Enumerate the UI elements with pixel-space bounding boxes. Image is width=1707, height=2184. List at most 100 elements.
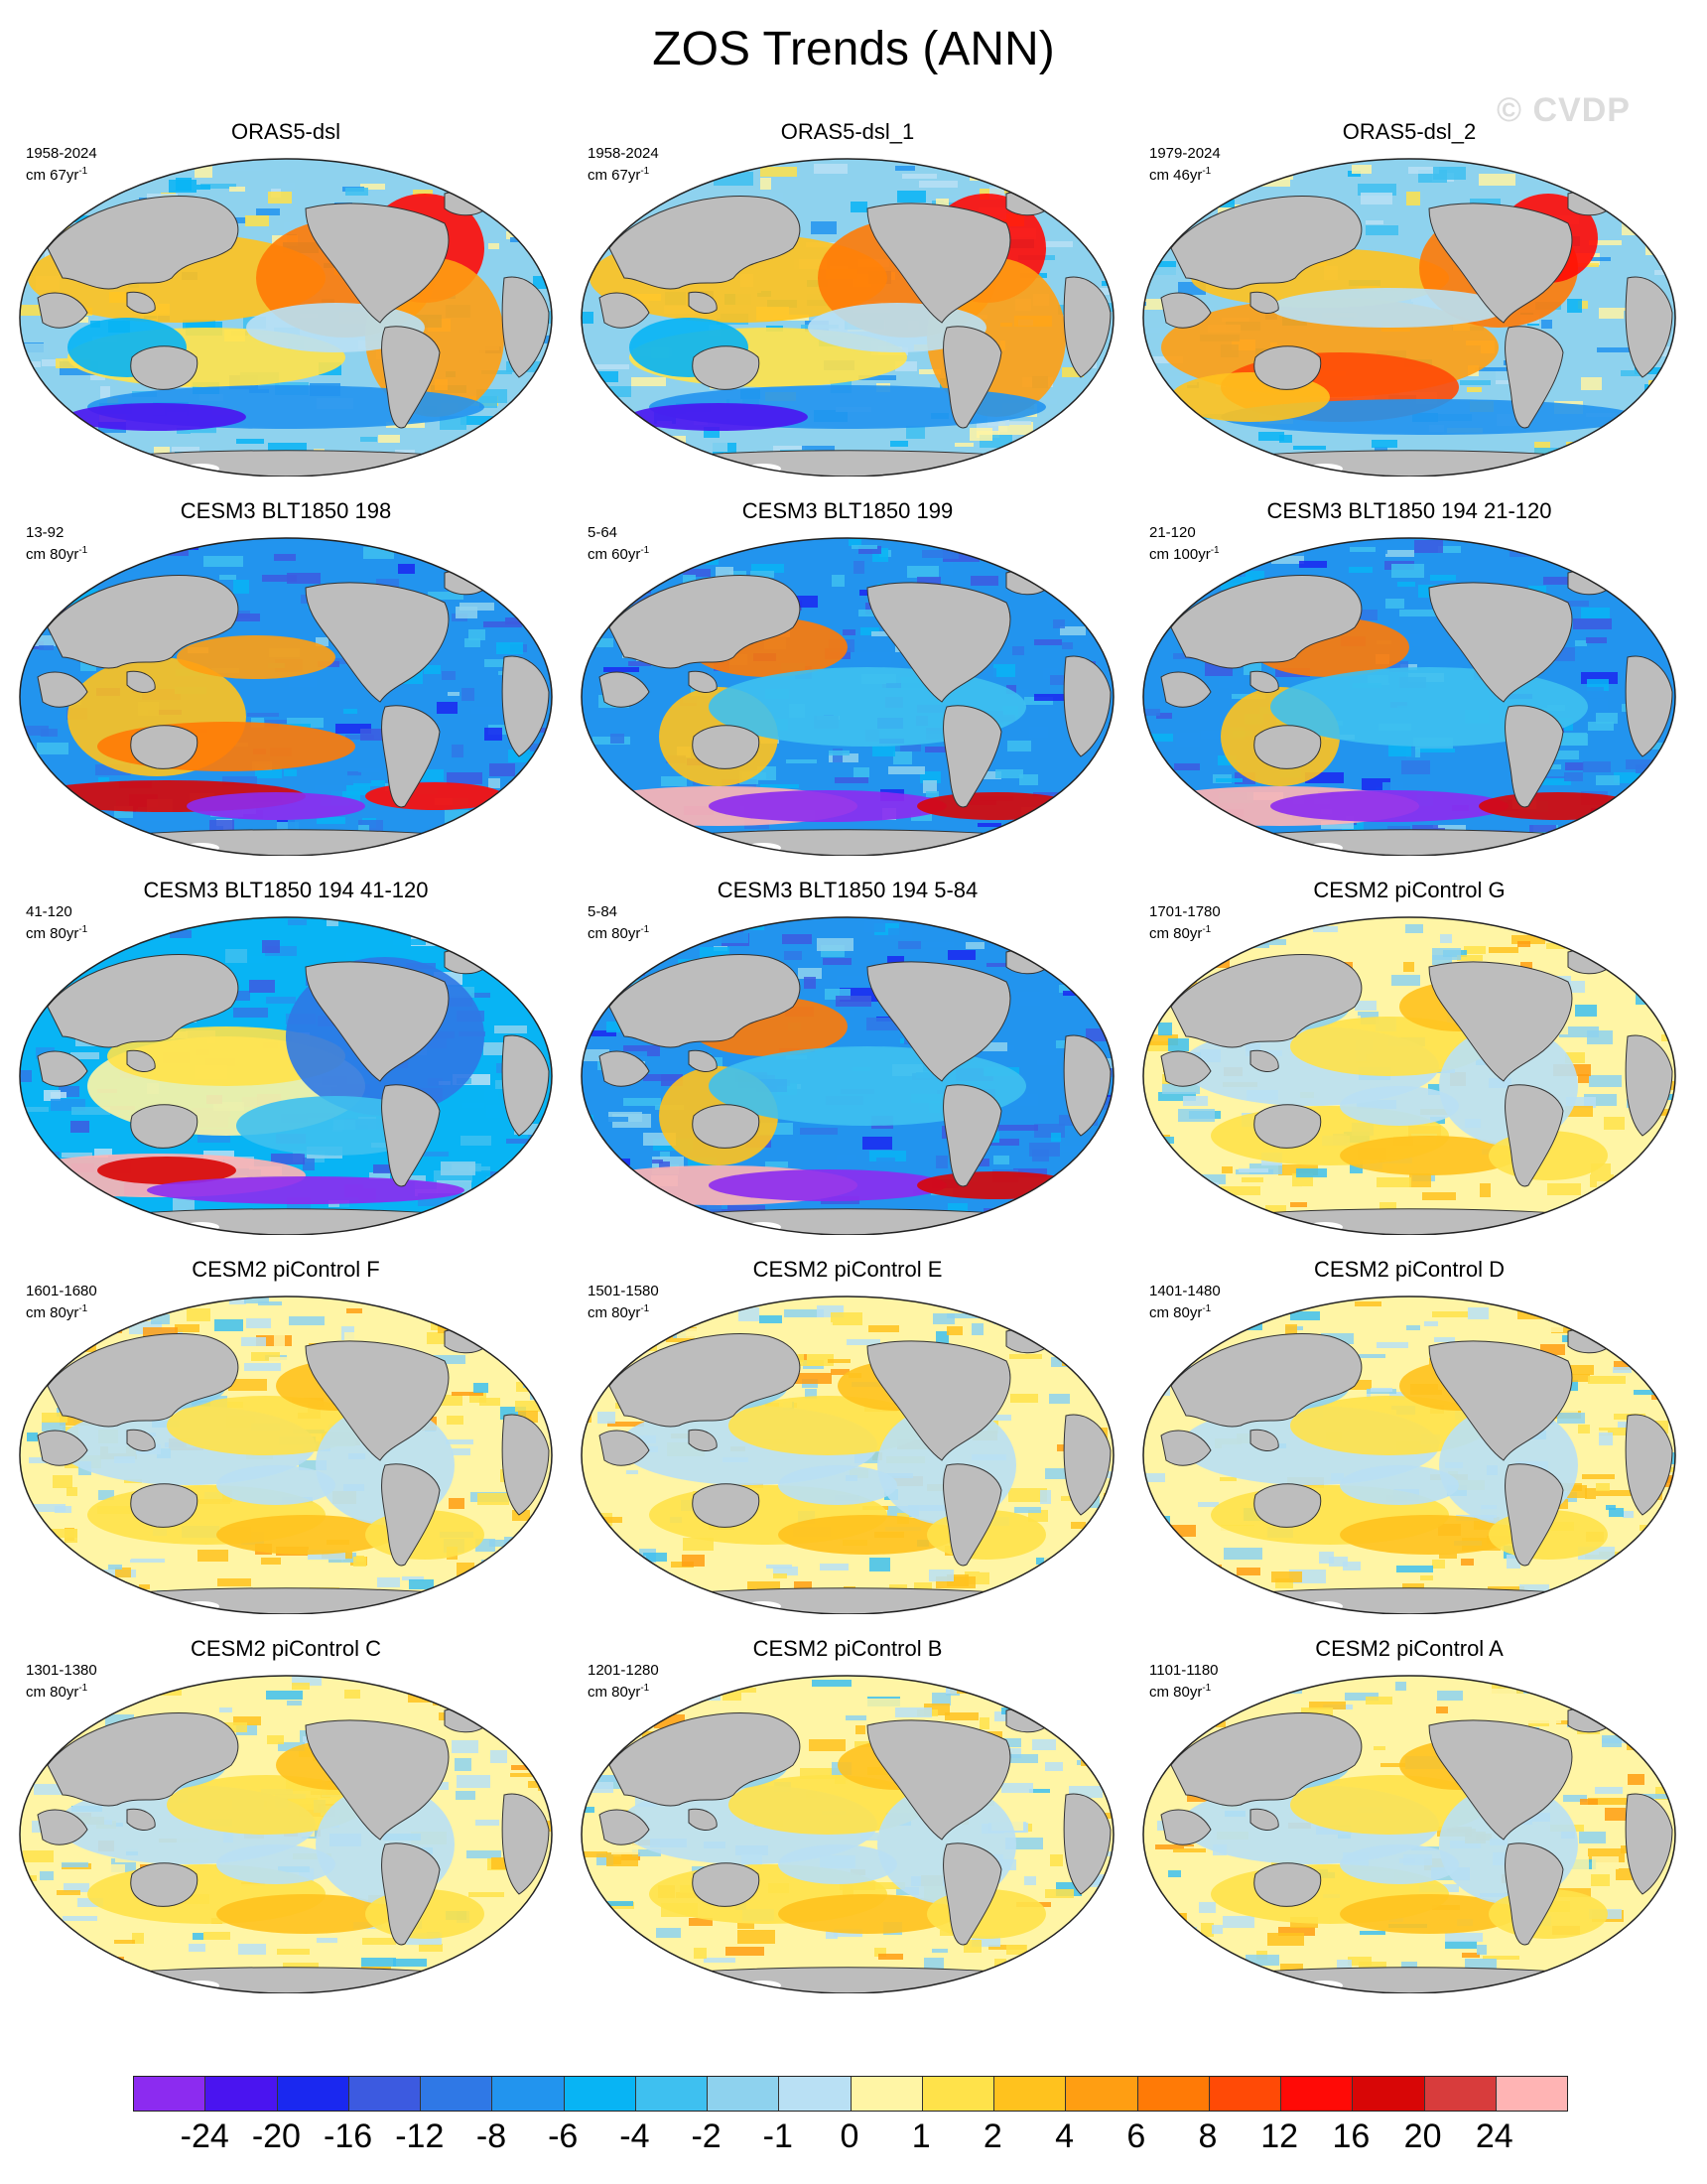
trend-cell: [20, 608, 35, 614]
trend-cell: [940, 1930, 955, 1936]
trend-cell: [1151, 734, 1173, 742]
trend-cell: [510, 836, 549, 845]
trend-cell: [952, 1962, 985, 1966]
trend-cell: [1079, 180, 1103, 187]
trend-cell: [347, 771, 361, 776]
trend-cell: [1608, 816, 1619, 824]
trend-cell: [853, 652, 891, 665]
trend-cell: [531, 1142, 552, 1147]
trend-cell: [686, 839, 720, 844]
trend-cell: [1099, 466, 1114, 473]
colorbar-box: [1209, 2077, 1281, 2111]
trend-cell: [20, 426, 50, 438]
panel-period: 41-120: [26, 903, 72, 920]
colorbar-tick-label: 2: [983, 2117, 1002, 2155]
trend-cell: [477, 1311, 487, 1323]
trend-cell: [705, 1230, 719, 1235]
colorbar-box: [922, 2077, 994, 2111]
trend-cell: [531, 1902, 552, 1913]
trend-cell: [452, 1448, 470, 1455]
trend-cell: [1094, 1299, 1114, 1307]
panel-units: cm 46yr-1: [1149, 166, 1212, 184]
trend-cell: [952, 848, 984, 852]
trend-cell: [1280, 1964, 1303, 1973]
trend-cell: [596, 843, 612, 849]
trend-cell: [1634, 1390, 1667, 1395]
trend-cell: [902, 174, 937, 179]
trend-cell: [725, 1947, 764, 1956]
trend-cell: [592, 1731, 615, 1738]
trend-cell: [719, 932, 748, 943]
trend-cell: [974, 836, 1009, 843]
trend-cell: [1216, 778, 1243, 782]
land-mass: [1160, 1430, 1212, 1466]
trend-cell: [1220, 1477, 1237, 1481]
colorbar-tick-label: 8: [1198, 2117, 1218, 2155]
trend-cell: [582, 567, 585, 573]
trend-cell: [267, 1735, 284, 1744]
trend-cell: [993, 1310, 1006, 1324]
trend-cell: [1401, 760, 1430, 774]
trend-cell: [1614, 772, 1641, 783]
trend-cell: [1054, 1560, 1075, 1564]
trend-cell: [70, 1121, 89, 1133]
trend-cell: [1432, 1560, 1445, 1569]
trend-cell: [233, 580, 249, 594]
trend-cell: [1627, 553, 1660, 566]
trend-cell: [40, 1942, 51, 1948]
colorbar-box: [1353, 2077, 1425, 2111]
trend-cell: [1595, 1787, 1623, 1794]
trend-cell: [1183, 1565, 1222, 1574]
trend-cell: [1044, 241, 1073, 247]
trend-cell: [64, 1701, 95, 1707]
trend-cell: [1281, 469, 1303, 475]
trend-cell: [1408, 167, 1439, 174]
trend-cell: [693, 781, 703, 785]
trend-cell: [1581, 377, 1602, 390]
trend-cell: [459, 462, 480, 471]
land-mass: [1567, 191, 1611, 216]
trend-cell: [1612, 1338, 1637, 1351]
trend-cell: [1258, 1610, 1294, 1614]
trend-cell: [1246, 1955, 1279, 1966]
trend-cell: [454, 427, 467, 436]
trend-cell: [682, 1555, 705, 1567]
trend-cell: [1258, 432, 1284, 441]
trend-cell: [408, 1694, 431, 1703]
trend-cell: [1352, 165, 1372, 174]
trend-cell: [246, 1318, 271, 1328]
trend-cell: [1019, 774, 1038, 785]
trend-cell: [527, 1374, 550, 1388]
trend-cell: [1196, 1952, 1210, 1956]
trend-cell: [666, 1336, 695, 1342]
land-mass: [1005, 191, 1049, 216]
trend-cell: [887, 956, 904, 967]
trend-cell: [1642, 1180, 1661, 1193]
trend-cell: [23, 726, 49, 736]
trend-cell: [1187, 1912, 1213, 1920]
trend-cell: [843, 629, 855, 635]
map-border: [581, 1296, 1115, 1614]
land-mass: [1505, 1843, 1564, 1946]
trend-cell: [1206, 842, 1220, 854]
trend-cell: [750, 571, 774, 578]
trend-cell: [738, 1307, 759, 1321]
trend-cell: [446, 1439, 473, 1444]
trend-cell: [582, 1020, 586, 1028]
map-panel: CESM2 piControl F 1601-1680 cm 80yr-1: [8, 1257, 564, 1614]
trend-cell: [449, 1498, 464, 1509]
trend-cell: [661, 776, 687, 786]
trend-cell: [593, 364, 629, 369]
map-border: [19, 1675, 553, 1993]
trend-cell: [38, 1709, 62, 1720]
trend-cell: [419, 1600, 437, 1606]
trend-cell: [21, 423, 40, 435]
trend-cell: [1104, 1150, 1114, 1160]
trend-cell: [47, 815, 69, 819]
trend-cell: [429, 928, 452, 941]
trend-cell: [1290, 1311, 1320, 1320]
land-mass: [130, 1104, 198, 1149]
trend-cell: [932, 1693, 951, 1706]
trend-cell: [582, 1691, 585, 1696]
trend-cell: [582, 984, 599, 994]
